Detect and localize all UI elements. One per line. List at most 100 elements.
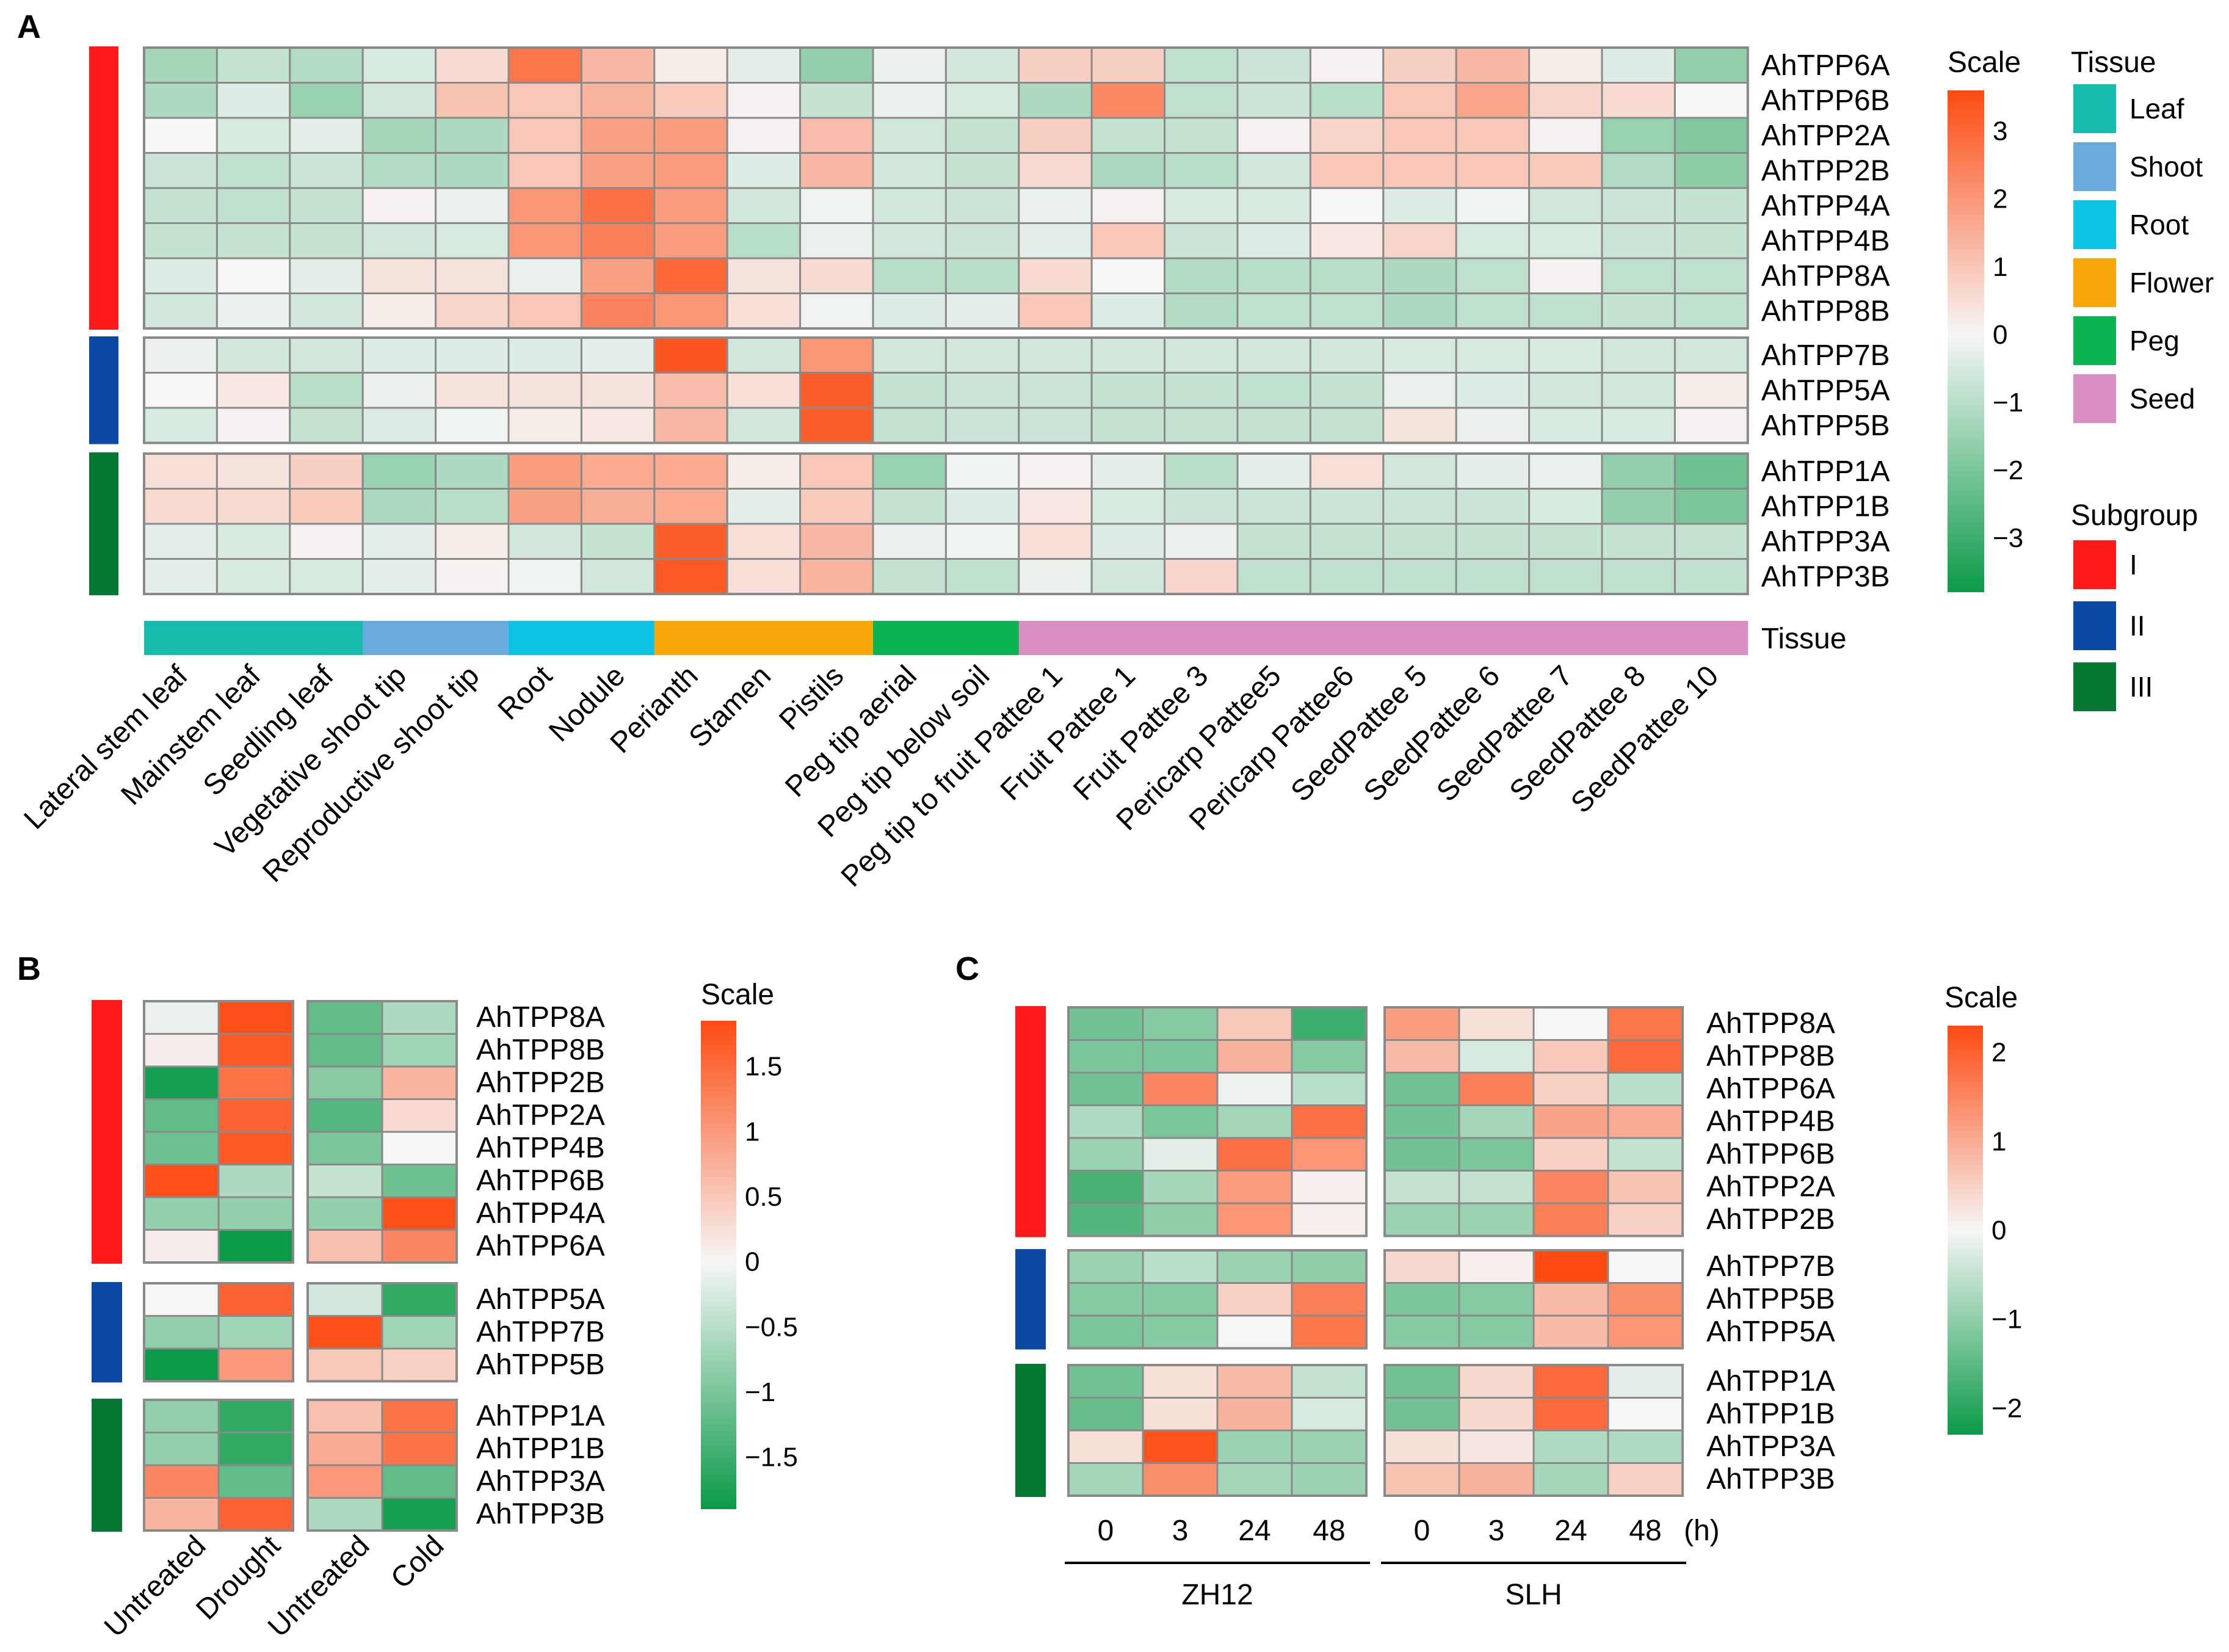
heatmap-cell	[507, 82, 582, 119]
heatmap-cell	[507, 523, 582, 560]
heatmap-cell	[1216, 1429, 1293, 1464]
heatmap-cell	[1458, 1137, 1535, 1172]
heatmap-cell	[507, 452, 582, 490]
scale-tick-label: 3	[1993, 117, 2007, 147]
heatmap-cell	[872, 222, 947, 259]
heatmap-cell	[1382, 558, 1457, 595]
heatmap-cell	[381, 1464, 458, 1499]
heatmap-cell	[653, 46, 728, 84]
heatmap-cell	[361, 152, 437, 189]
heatmap-cell	[1067, 1364, 1144, 1399]
subgroup-bar-III	[92, 1399, 122, 1532]
heatmap-cell	[1607, 1282, 1684, 1317]
row-label: AhTPP8A	[476, 1001, 605, 1034]
row-label: AhTPP7B	[1706, 1250, 1835, 1283]
heatmap-cell	[289, 222, 364, 259]
heatmap-cell	[1528, 187, 1603, 224]
heatmap-cell	[1216, 1282, 1293, 1317]
heatmap-cell	[143, 222, 218, 259]
color-scale-bar	[701, 1021, 736, 1509]
heatmap-cell	[653, 187, 728, 224]
tissue-bar-segment	[873, 621, 946, 655]
heatmap-cell	[1018, 222, 1093, 259]
heatmap-cell	[1216, 1314, 1293, 1349]
column-label: Stamen	[683, 659, 777, 753]
heatmap-cell	[381, 1399, 458, 1433]
heatmap-cell	[944, 187, 1020, 224]
heatmap-cell	[1291, 1397, 1368, 1432]
tissue-legend-item: Peg	[2129, 325, 2180, 357]
heatmap-cell	[1382, 187, 1457, 224]
heatmap-cell	[1383, 1249, 1460, 1284]
heatmap-cell	[306, 1131, 383, 1165]
heatmap-cell	[216, 452, 291, 490]
scale-title: Scale	[701, 979, 774, 1011]
heatmap-cell	[1018, 46, 1093, 84]
heatmap-cell	[580, 452, 656, 490]
heatmap-cell	[306, 1497, 383, 1532]
heatmap-cell	[1018, 257, 1093, 294]
tissue-bar-segment	[1675, 621, 1749, 655]
row-label: AhTPP6A	[1706, 1073, 1835, 1105]
heatmap-cell	[580, 292, 656, 330]
row-label: AhTPP5A	[476, 1283, 605, 1316]
heatmap-cell	[799, 257, 874, 294]
row-label: AhTPP6A	[1761, 49, 1890, 82]
heatmap-cell	[872, 407, 947, 444]
heatmap-cell	[217, 1432, 294, 1466]
scale-tick-label: −1.5	[745, 1443, 798, 1473]
row-label: AhTPP6B	[1761, 85, 1890, 117]
column-label: Untreated	[98, 1529, 212, 1643]
heatmap-cell	[507, 222, 582, 259]
heatmap-cell	[1164, 257, 1239, 294]
heatmap-cell	[289, 292, 364, 330]
row-label: AhTPP4B	[1706, 1106, 1835, 1138]
heatmap-cell	[1067, 1397, 1144, 1432]
heatmap-cell	[726, 152, 802, 189]
heatmap-cell	[306, 1282, 383, 1317]
heatmap-cell	[1216, 1137, 1293, 1172]
heatmap-cell	[1673, 46, 1749, 84]
heatmap-cell	[1090, 292, 1166, 330]
heatmap-cell	[872, 46, 947, 84]
heatmap-cell	[1291, 1071, 1368, 1106]
heatmap-cell	[507, 187, 582, 224]
heatmap-cell	[1309, 523, 1385, 560]
group-label: SLH	[1505, 1579, 1562, 1611]
heatmap-cell	[580, 372, 656, 409]
heatmap-cell	[1018, 452, 1093, 490]
heatmap-cell	[216, 187, 291, 224]
heatmap-cell	[1164, 336, 1239, 374]
heatmap-cell	[1236, 452, 1311, 490]
heatmap-cell	[143, 488, 218, 525]
heatmap-cell	[1309, 292, 1385, 330]
heatmap-cell	[1382, 117, 1457, 154]
heatmap-cell	[217, 1164, 294, 1198]
panel-a-legend: Tissue Leaf Shoot Root Flower Peg Seed Subgroup…	[2071, 46, 2214, 711]
heatmap-cell	[1601, 488, 1676, 525]
heatmap-cell	[944, 152, 1020, 189]
scale-tick-label: 1	[745, 1117, 759, 1147]
tissue-bar-segment	[800, 621, 874, 655]
heatmap-cell	[1528, 82, 1603, 119]
heatmap-cell	[1382, 523, 1457, 560]
heatmap-cell	[1309, 82, 1385, 119]
heatmap-cell	[361, 292, 437, 330]
heatmap-cell	[1216, 1170, 1293, 1205]
heatmap-cell	[1236, 407, 1311, 444]
heatmap-cell	[1291, 1039, 1368, 1074]
time-point-label: 0	[1098, 1515, 1114, 1547]
time-point-label: 24	[1238, 1515, 1270, 1547]
heatmap-cell	[1382, 488, 1457, 525]
heatmap-cell	[1673, 117, 1749, 154]
tissue-bar-segment	[289, 621, 363, 655]
heatmap-cell	[872, 488, 947, 525]
tissue-bar-segment	[363, 621, 437, 655]
row-label: AhTPP8A	[1706, 1007, 1835, 1040]
heatmap-cell	[726, 257, 802, 294]
heatmap-cell	[1164, 292, 1239, 330]
heatmap-cell	[580, 558, 656, 595]
heatmap-cell	[507, 488, 582, 525]
heatmap-cell	[1455, 558, 1531, 595]
scale-title: Scale	[1944, 982, 2018, 1014]
